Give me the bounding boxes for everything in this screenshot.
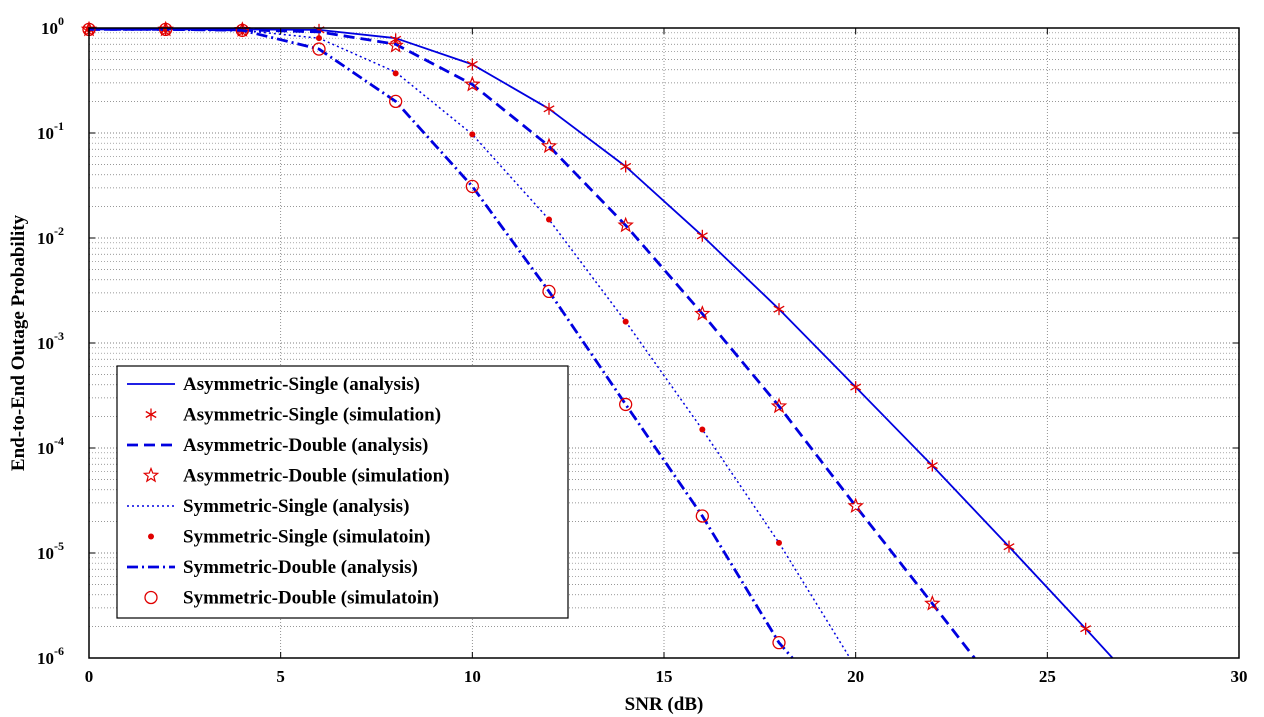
x-axis: 0 5 10 15 20 25 30 [85, 28, 1248, 686]
legend-label: Symmetric-Double (analysis) [183, 557, 418, 578]
legend-item: Symmetric-Double (simulatoin) [144, 588, 439, 609]
marker-asterisk [1080, 622, 1092, 635]
marker-asterisk [620, 160, 632, 173]
marker-circle [542, 284, 556, 299]
marker-star [464, 75, 481, 92]
marker-circle [389, 94, 403, 109]
series-8 [82, 22, 786, 650]
marker-star [924, 594, 941, 611]
marker-circle [465, 179, 479, 194]
marker-circle [312, 42, 326, 56]
marker-dot [392, 70, 399, 77]
y-tick-label: 10-1 [37, 119, 64, 143]
legend-label: Symmetric-Single (analysis) [183, 496, 409, 517]
legend: Asymmetric-Single (analysis) Asymmetric-S… [116, 365, 569, 619]
marker-asterisk [773, 303, 785, 316]
legend-label: Asymmetric-Double (simulation) [183, 466, 450, 487]
x-tick-label: 15 [656, 667, 673, 686]
y-tick-label: 10-2 [37, 224, 64, 248]
legend-label: Asymmetric-Single (analysis) [183, 374, 420, 395]
legend-item: Asymmetric-Double (simulation) [142, 466, 450, 487]
x-tick-label: 5 [276, 667, 285, 686]
marker-asterisk [466, 58, 478, 71]
series-7 [89, 27, 794, 659]
y-tick-label: 10-4 [37, 434, 64, 458]
marker-dot [148, 533, 154, 540]
marker-circle [235, 23, 249, 37]
marker-asterisk [696, 229, 708, 242]
marker-dot [776, 539, 782, 546]
marker-circle [619, 397, 633, 412]
marker-star [142, 466, 160, 483]
legend-item: Symmetric-Single (analysis) [127, 496, 409, 517]
marker-dot [469, 131, 476, 138]
legend-item: Symmetric-Single (simulatoin) [148, 527, 431, 548]
legend-item: Asymmetric-Double (analysis) [127, 435, 428, 456]
legend-label: Asymmetric-Single (simulation) [183, 405, 441, 426]
y-tick-label: 100 [41, 14, 64, 38]
marker-dot [546, 216, 552, 223]
x-axis-label: SNR (dB) [625, 694, 704, 715]
y-tick-label: 10-5 [37, 539, 64, 563]
marker-star [617, 216, 634, 233]
marker-asterisk [926, 459, 938, 472]
marker-dot [699, 426, 706, 433]
x-tick-label: 30 [1231, 667, 1248, 686]
x-tick-label: 20 [847, 667, 864, 686]
marker-star [694, 305, 711, 321]
legend-box [116, 365, 569, 619]
marker-star [847, 497, 864, 514]
x-tick-label: 10 [464, 667, 481, 686]
legend-item: Asymmetric-Single (simulation) [145, 405, 441, 426]
y-axis: 100 10-1 10-2 10-3 10-4 10-5 10-6 [37, 14, 1239, 668]
marker-star [387, 36, 404, 53]
marker-dot [622, 318, 629, 325]
y-axis-label: End-to-End Outage Probability [8, 214, 29, 471]
series-line [89, 27, 794, 659]
marker-asterisk [145, 408, 157, 421]
marker-asterisk [850, 381, 862, 394]
marker-star [540, 137, 558, 154]
x-tick-label: 25 [1039, 667, 1056, 686]
marker-circle [144, 590, 158, 605]
y-tick-label: 10-3 [37, 329, 64, 353]
legend-label: Symmetric-Single (simulatoin) [183, 527, 431, 548]
series-layer [80, 20, 1114, 659]
legend-item: Symmetric-Double (analysis) [127, 557, 418, 578]
legend-label: Symmetric-Double (simulatoin) [183, 588, 439, 609]
legend-item: Asymmetric-Single (analysis) [127, 374, 420, 395]
x-tick-label: 0 [85, 667, 94, 686]
marker-asterisk [1003, 540, 1015, 553]
marker-circle [772, 636, 786, 650]
marker-star [770, 397, 788, 414]
marker-circle [695, 509, 709, 523]
legend-label: Asymmetric-Double (analysis) [183, 435, 428, 456]
marker-dot [316, 35, 322, 42]
marker-asterisk [543, 102, 555, 115]
marker-circle [159, 22, 173, 37]
y-tick-label: 10-6 [37, 644, 64, 668]
